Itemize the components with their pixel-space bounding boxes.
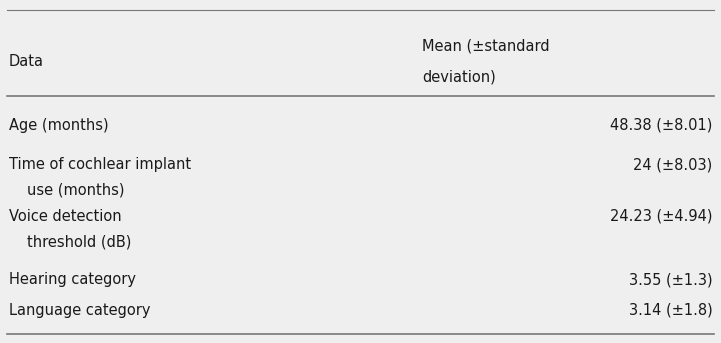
Text: 48.38 (±8.01): 48.38 (±8.01) (610, 118, 712, 133)
Text: 3.14 (±1.8): 3.14 (±1.8) (629, 303, 712, 318)
Text: threshold (dB): threshold (dB) (27, 234, 131, 249)
Text: Time of cochlear implant: Time of cochlear implant (9, 157, 191, 172)
Text: Data: Data (9, 54, 44, 69)
Text: 24.23 (±4.94): 24.23 (±4.94) (610, 209, 712, 224)
Text: Mean (±standard: Mean (±standard (422, 39, 549, 54)
Text: 3.55 (±1.3): 3.55 (±1.3) (629, 272, 712, 287)
Text: use (months): use (months) (27, 183, 124, 198)
Text: Age (months): Age (months) (9, 118, 108, 133)
Text: Voice detection: Voice detection (9, 209, 121, 224)
Text: deviation): deviation) (422, 70, 495, 85)
Text: 24 (±8.03): 24 (±8.03) (633, 157, 712, 172)
Text: Hearing category: Hearing category (9, 272, 136, 287)
Text: Language category: Language category (9, 303, 150, 318)
